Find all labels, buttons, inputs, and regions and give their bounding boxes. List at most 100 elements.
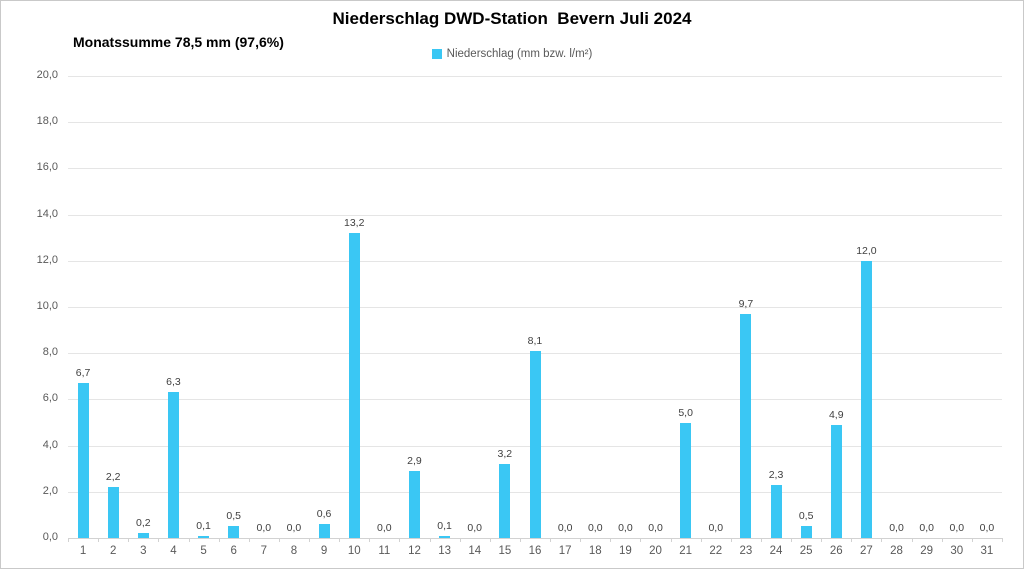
x-tick-label: 21	[679, 545, 693, 557]
x-tick-label: 19	[618, 545, 632, 557]
x-tick-label: 12	[408, 545, 421, 557]
x-axis-tick-mark	[700, 538, 702, 542]
bar	[740, 313, 752, 538]
x-axis-tick-mark	[670, 538, 672, 542]
bar-value-label: 2,9	[407, 455, 422, 468]
x-tick-label: 24	[769, 545, 783, 557]
gridline	[68, 122, 1002, 124]
gridline	[68, 214, 1002, 216]
x-tick-label: 18	[588, 545, 602, 557]
bar	[680, 422, 692, 538]
bar	[860, 260, 872, 538]
x-tick-label: 17	[558, 545, 572, 557]
x-axis-tick-mark	[519, 538, 521, 542]
y-tick-label: 20,0	[36, 69, 58, 81]
bar-value-label: 0,1	[196, 519, 211, 532]
legend-label: Niederschlag (mm bzw. l/m²)	[446, 48, 593, 60]
x-axis-tick-mark	[218, 538, 220, 542]
x-tick-label: 27	[860, 545, 873, 557]
x-axis-tick-mark	[941, 538, 943, 542]
x-tick-label: 31	[980, 545, 994, 557]
bar	[439, 535, 451, 538]
x-axis-tick-mark	[580, 538, 582, 542]
x-axis-tick-mark	[971, 538, 973, 542]
x-axis-tick-mark	[278, 538, 280, 542]
x-axis-tick-mark	[760, 538, 762, 542]
plot-area: 6,7 2,2 0,2 6,3 0,1 0,5 0,0 0,0 0,6 13,2 0,0 2,9 0,1…	[68, 76, 1002, 539]
bar-value-label: 0,0	[919, 522, 934, 534]
bar-value-label: 9,7	[738, 297, 754, 310]
bar-value-label: 0,0	[377, 522, 392, 534]
bar-value-label: 0,0	[286, 522, 302, 534]
bar-value-label: 3,2	[497, 448, 513, 461]
bar-value-label: 0,0	[467, 522, 483, 534]
x-tick-label: 8	[290, 545, 298, 557]
y-tick-label: 12,0	[36, 253, 58, 266]
y-tick-label: 10,0	[36, 300, 58, 312]
chart-title: Niederschlag DWD-Station Bevern Juli 202…	[332, 9, 692, 28]
x-tick-label: 16	[528, 545, 542, 557]
bar-value-label: 0,5	[226, 510, 241, 523]
bar-value-label: 5,0	[678, 406, 693, 419]
y-tick-label: 4,0	[42, 438, 58, 451]
x-tick-label: 1	[79, 545, 87, 557]
y-tick-label: 18,0	[36, 115, 58, 128]
bar	[770, 484, 782, 538]
y-tick-label: 6,0	[42, 392, 58, 405]
bar-value-label: 0,1	[437, 519, 452, 532]
x-axis-tick-mark	[489, 538, 491, 542]
bar-value-label: 2,2	[105, 471, 121, 484]
gridline	[68, 260, 1002, 262]
bar	[348, 233, 360, 538]
bar-value-label: 0,0	[618, 522, 633, 534]
x-tick-label: 11	[378, 545, 391, 557]
bar	[830, 424, 842, 538]
x-tick-label: 9	[320, 545, 328, 557]
x-axis-tick-mark	[640, 538, 642, 542]
x-axis-tick-mark	[821, 538, 823, 542]
bar-value-label: 12,0	[856, 244, 877, 257]
x-tick-label: 29	[920, 545, 934, 557]
legend-swatch-icon	[431, 49, 442, 59]
bar	[198, 535, 210, 538]
x-tick-label: 2	[109, 545, 117, 557]
x-tick-label: 10	[347, 545, 361, 557]
legend: Niederschlag (mm bzw. l/m²)	[1, 48, 1023, 60]
bar-value-label: 13,2	[344, 217, 365, 230]
x-tick-label: 13	[438, 545, 451, 557]
x-axis-tick-mark	[339, 538, 341, 542]
x-axis-tick-mark	[158, 538, 160, 542]
bar-value-label: 6,7	[75, 367, 91, 380]
bar-value-label: 0,0	[587, 522, 603, 534]
x-axis-tick-mark	[429, 538, 431, 542]
x-axis-tick-mark	[399, 538, 401, 542]
bar-value-label: 8,1	[527, 334, 543, 347]
x-tick-label: 14	[468, 545, 482, 557]
bar	[107, 487, 119, 538]
x-tick-label: 3	[140, 545, 147, 557]
bar-value-label: 0,6	[316, 508, 332, 521]
bar-value-label: 0,0	[557, 522, 573, 534]
bar	[137, 533, 149, 538]
bar-value-label: 0,0	[256, 522, 272, 534]
bar-value-label: 6,3	[166, 376, 181, 389]
x-tick-label: 23	[739, 545, 753, 557]
x-axis-tick-mark	[128, 538, 130, 542]
x-tick-label: 25	[799, 545, 813, 557]
x-tick-label: 6	[230, 545, 237, 557]
bar	[499, 464, 511, 538]
x-tick-label: 22	[709, 545, 723, 557]
x-tick-label: 7	[260, 545, 268, 557]
x-tick-label: 5	[200, 545, 207, 557]
y-tick-label: 2,0	[42, 484, 58, 497]
bar-value-label: 0,0	[708, 522, 724, 534]
bar	[529, 350, 541, 538]
x-axis-tick-mark	[881, 538, 883, 542]
x-tick-label: 30	[950, 545, 964, 557]
x-axis-tick-mark	[98, 538, 100, 542]
x-tick-label: 26	[829, 545, 843, 557]
x-axis-tick-mark	[610, 538, 612, 542]
y-tick-label: 16,0	[36, 161, 58, 174]
bar	[228, 526, 240, 538]
y-tick-label: 8,0	[42, 346, 58, 359]
